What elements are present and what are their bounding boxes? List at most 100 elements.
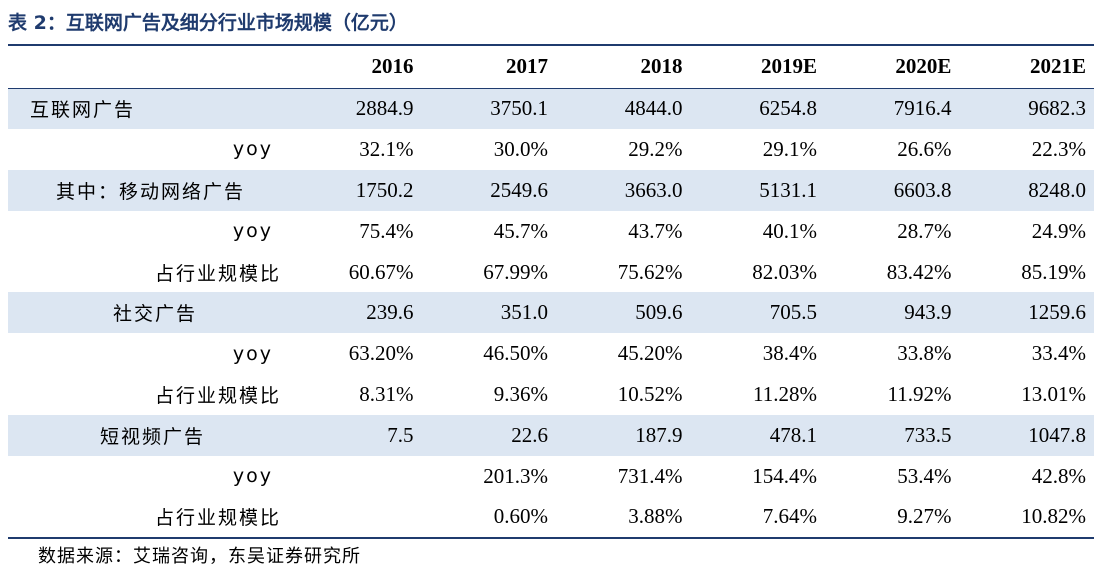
value-cell: 1047.8 (959, 415, 1094, 457)
value-cell: 705.5 (690, 292, 825, 334)
value-cell: 26.6% (897, 136, 952, 161)
value-cell: 75.62% (617, 259, 683, 284)
value-cell: 2549.6 (421, 169, 556, 211)
year-header: 2021E (959, 46, 1094, 89)
value-cell: 6603.8 (824, 169, 960, 211)
value-cell: 3750.1 (421, 88, 556, 129)
value-cell: 8.31% (359, 382, 414, 407)
header-label-cell (8, 46, 288, 89)
table-row-social-ads: 社交广告 239.6 351.0 509.6 705.5 943.9 1259.… (8, 292, 1094, 334)
value-cell: 42.8% (1031, 463, 1086, 488)
value-cell: 1259.6 (959, 292, 1094, 334)
table-row-mobile-ads: 其中：移动网络广告 1750.2 2549.6 3663.0 5131.1 66… (8, 169, 1094, 211)
table-row-short-video-ads-share: 占行业规模比 0.60% 3.88% 7.64% 9.27% 10.82% (8, 496, 1094, 539)
row-label: yoy (232, 465, 274, 488)
value-cell: 28.7% (897, 218, 952, 243)
value-cell: 10.82% (959, 496, 1094, 539)
table-title: 表 2：互联网广告及细分行业市场规模（亿元） (8, 12, 408, 34)
value-cell: 22.6 (421, 415, 556, 457)
value-cell: 29.1% (762, 136, 817, 161)
row-label: 其中：移动网络广告 (8, 169, 288, 211)
table-row-social-ads-share: 占行业规模比 8.31% 9.36% 10.52% 11.28% 11.92% … (8, 374, 1094, 415)
year-header: 2017 (421, 46, 556, 89)
row-label: 占行业规模比 (155, 262, 282, 285)
row-label: 占行业规模比 (8, 496, 288, 539)
value-cell: 29.2% (628, 136, 683, 161)
table-row-social-ads-yoy: yoy 63.20% 46.50% 45.20% 38.4% 33.8% 33.… (8, 333, 1094, 374)
value-cell: 239.6 (287, 292, 422, 334)
value-cell: 187.9 (555, 415, 691, 457)
value-cell: 11.92% (887, 382, 952, 407)
value-cell: 6254.8 (690, 88, 825, 129)
market-size-table: 2016 2017 2018 2019E 2020E 2021E 互联网广告 2… (8, 46, 1094, 539)
value-cell: 351.0 (421, 292, 556, 334)
value-cell (287, 456, 421, 497)
value-cell: 1750.2 (287, 169, 422, 211)
value-cell: 53.4% (897, 463, 952, 488)
value-cell: 83.42% (886, 259, 952, 284)
value-cell: 67.99% (483, 259, 548, 284)
header-row: 2016 2017 2018 2019E 2020E 2021E (8, 46, 1094, 89)
value-cell: 13.01% (1021, 382, 1086, 407)
value-cell: 24.9% (1031, 218, 1086, 243)
value-cell: 731.4% (617, 463, 683, 488)
value-cell: 154.4% (752, 463, 817, 488)
value-cell: 943.9 (824, 292, 960, 334)
value-cell: 33.4% (1031, 341, 1086, 366)
value-cell: 7.5 (287, 415, 422, 457)
value-cell: 3.88% (555, 496, 691, 539)
row-label: 占行业规模比 (155, 385, 282, 408)
year-header: 2019E (690, 46, 825, 89)
row-label: 互联网广告 (8, 88, 288, 129)
value-cell: 82.03% (752, 259, 817, 284)
year-header: 2020E (824, 46, 960, 89)
value-cell: 0.60% (421, 496, 556, 539)
top-rule (8, 44, 1094, 46)
source-note: 数据来源：艾瑞咨询，东吴证券研究所 (38, 546, 361, 567)
value-cell (287, 496, 422, 539)
year-header: 2018 (555, 46, 691, 89)
row-label: yoy (232, 220, 274, 243)
value-cell: 509.6 (555, 292, 691, 334)
value-cell: 7.64% (690, 496, 825, 539)
value-cell: 5131.1 (690, 169, 825, 211)
table-row-internet-ads: 互联网广告 2884.9 3750.1 4844.0 6254.8 7916.4… (8, 88, 1094, 129)
table-row-mobile-ads-share: 占行业规模比 60.67% 67.99% 75.62% 82.03% 83.42… (8, 252, 1094, 293)
value-cell: 45.7% (493, 218, 548, 243)
row-label: 短视频广告 (8, 415, 288, 457)
value-cell: 4844.0 (555, 88, 691, 129)
value-cell: 7916.4 (824, 88, 960, 129)
value-cell: 3663.0 (555, 169, 691, 211)
value-cell: 10.52% (617, 382, 683, 407)
value-cell: 2884.9 (287, 88, 422, 129)
value-cell: 478.1 (690, 415, 825, 457)
value-cell: 40.1% (762, 218, 817, 243)
value-cell: 43.7% (628, 218, 683, 243)
year-header: 2016 (287, 46, 422, 89)
value-cell: 32.1% (359, 136, 414, 161)
value-cell: 63.20% (348, 341, 414, 366)
table-row-internet-ads-yoy: yoy 32.1% 30.0% 29.2% 29.1% 26.6% 22.3% (8, 129, 1094, 170)
value-cell: 9682.3 (959, 88, 1094, 129)
table-row-mobile-ads-yoy: yoy 75.4% 45.7% 43.7% 40.1% 28.7% 24.9% (8, 211, 1094, 252)
value-cell: 9.27% (824, 496, 960, 539)
row-label: yoy (232, 342, 274, 365)
table-row-short-video-ads-yoy: yoy 201.3% 731.4% 154.4% 53.4% 42.8% (8, 456, 1094, 497)
value-cell: 30.0% (493, 136, 548, 161)
value-cell: 733.5 (824, 415, 960, 457)
value-cell: 85.19% (1021, 259, 1086, 284)
value-cell: 8248.0 (959, 169, 1094, 211)
value-cell: 60.67% (348, 259, 414, 284)
row-label: yoy (232, 138, 274, 161)
value-cell: 9.36% (493, 382, 548, 407)
value-cell: 46.50% (483, 341, 548, 366)
value-cell: 45.20% (617, 341, 683, 366)
value-cell: 11.28% (752, 382, 817, 407)
value-cell: 22.3% (1031, 136, 1086, 161)
value-cell: 201.3% (483, 463, 548, 488)
value-cell: 75.4% (359, 218, 414, 243)
value-cell: 33.8% (897, 341, 952, 366)
value-cell: 38.4% (762, 341, 817, 366)
row-label: 社交广告 (8, 292, 288, 334)
table-row-short-video-ads: 短视频广告 7.5 22.6 187.9 478.1 733.5 1047.8 (8, 415, 1094, 457)
